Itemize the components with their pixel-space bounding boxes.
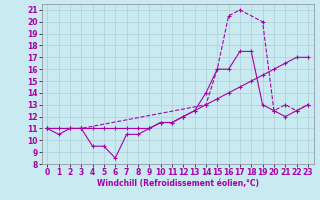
- X-axis label: Windchill (Refroidissement éolien,°C): Windchill (Refroidissement éolien,°C): [97, 179, 259, 188]
